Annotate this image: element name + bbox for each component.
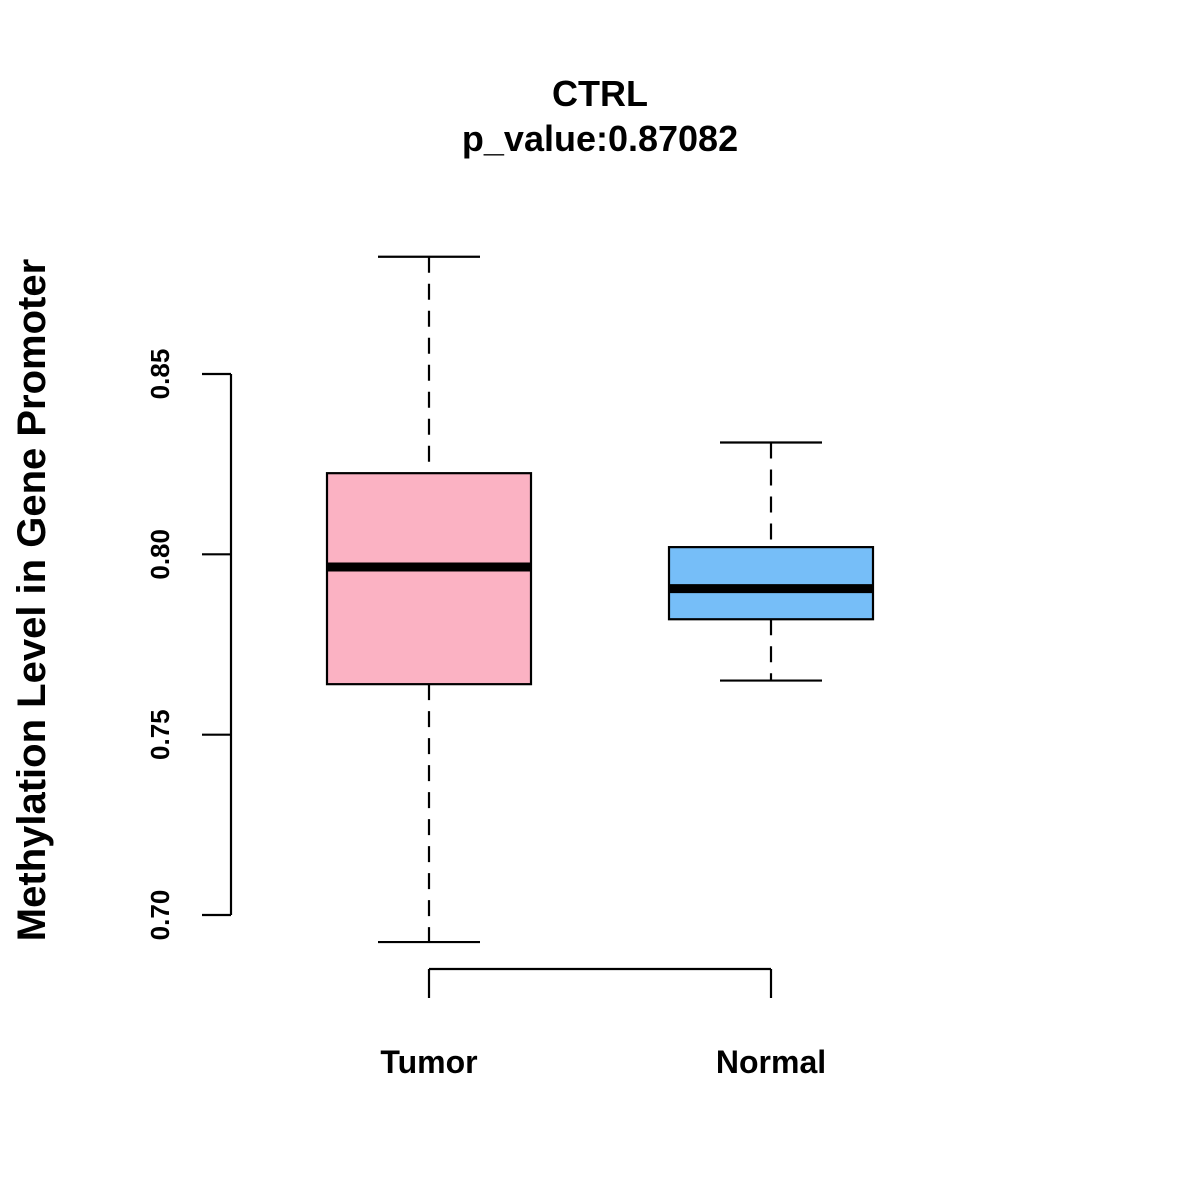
y-axis-title: Methylation Level in Gene Promoter: [10, 259, 54, 941]
normal-box: [667, 546, 875, 621]
chart-subtitle: p_value:0.87082: [461, 118, 739, 159]
x-tick-label-tumor: Tumor: [380, 1044, 477, 1080]
y-tick-label-2: 0.80: [145, 529, 175, 580]
x-tick-label-normal: Normal: [716, 1044, 826, 1080]
y-tick-label-1: 0.75: [145, 709, 175, 760]
y-tick-label-3: 0.85: [145, 349, 175, 400]
tumor-box: [325, 472, 533, 686]
chart-title: CTRL: [552, 73, 648, 114]
y-tick-label-0: 0.70: [145, 890, 175, 941]
